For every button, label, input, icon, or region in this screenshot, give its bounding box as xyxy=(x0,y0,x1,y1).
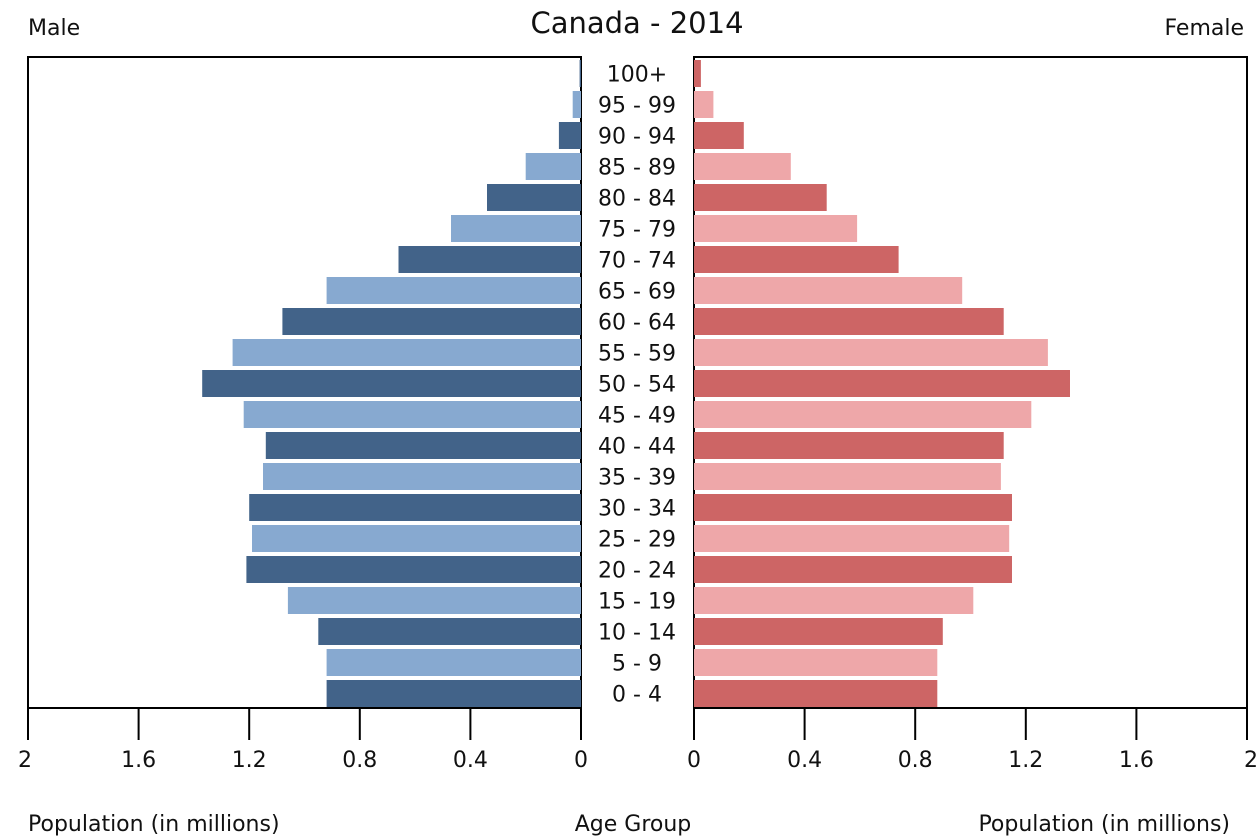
x-axis-title-male: Population (in millions) xyxy=(28,812,280,837)
x-tick-label-8: 0.8 xyxy=(898,748,933,773)
male-bar-0 xyxy=(579,60,581,87)
male-bar-9 xyxy=(232,339,581,366)
female-bar-9 xyxy=(694,339,1048,366)
male-bar-2 xyxy=(558,122,581,149)
male-bar-5 xyxy=(451,215,581,242)
age-group-label-7: 65 - 69 xyxy=(598,280,676,305)
female-bar-17 xyxy=(694,587,974,614)
female-bar-14 xyxy=(694,494,1012,521)
male-label: Male xyxy=(28,16,80,41)
male-bar-12 xyxy=(265,432,581,459)
age-group-label-1: 95 - 99 xyxy=(598,94,676,119)
female-bar-15 xyxy=(694,525,1010,552)
x-tick-label-4: 0.4 xyxy=(453,748,488,773)
x-tick-label-9: 1.2 xyxy=(1008,748,1043,773)
male-bar-20 xyxy=(326,680,581,707)
male-bar-8 xyxy=(282,308,581,335)
age-group-label-10: 50 - 54 xyxy=(598,373,676,398)
female-bar-18 xyxy=(694,618,943,645)
female-bar-3 xyxy=(694,153,791,180)
age-group-label-17: 15 - 19 xyxy=(598,590,676,615)
x-tick-label-0: 2 xyxy=(18,748,32,773)
male-bar-3 xyxy=(525,153,581,180)
female-bar-0 xyxy=(694,60,701,87)
age-group-label-5: 75 - 79 xyxy=(598,218,676,243)
age-group-label-19: 5 - 9 xyxy=(612,652,662,677)
female-bar-4 xyxy=(694,184,827,211)
female-label: Female xyxy=(1164,16,1244,41)
female-bar-12 xyxy=(694,432,1004,459)
female-bar-13 xyxy=(694,463,1001,490)
female-bar-8 xyxy=(694,308,1004,335)
x-axis-title-female: Population (in millions) xyxy=(978,812,1230,837)
age-group-label-8: 60 - 64 xyxy=(598,311,676,336)
x-tick-label-6: 0 xyxy=(687,748,701,773)
female-bar-16 xyxy=(694,556,1012,583)
x-axis-title-age-group: Age Group xyxy=(575,812,692,837)
male-bar-14 xyxy=(249,494,581,521)
x-tick-label-3: 0.8 xyxy=(342,748,377,773)
male-bar-10 xyxy=(202,370,581,397)
male-bar-11 xyxy=(243,401,581,428)
x-tick-label-7: 0.4 xyxy=(787,748,822,773)
age-group-label-12: 40 - 44 xyxy=(598,435,676,460)
female-bar-20 xyxy=(694,680,938,707)
male-bar-7 xyxy=(326,277,581,304)
male-bar-17 xyxy=(287,587,581,614)
female-bar-10 xyxy=(694,370,1070,397)
age-group-label-4: 80 - 84 xyxy=(598,187,676,212)
male-bar-13 xyxy=(263,463,581,490)
x-tick-label-1: 1.6 xyxy=(121,748,156,773)
male-bar-19 xyxy=(326,649,581,676)
male-bar-4 xyxy=(487,184,581,211)
age-group-label-14: 30 - 34 xyxy=(598,497,676,522)
age-group-label-6: 70 - 74 xyxy=(598,249,676,274)
age-group-label-2: 90 - 94 xyxy=(598,125,676,150)
x-tick-label-2: 1.2 xyxy=(232,748,267,773)
chart-title: Canada - 2014 xyxy=(530,6,743,40)
male-bar-6 xyxy=(398,246,581,273)
male-bar-18 xyxy=(318,618,581,645)
x-tick-label-11: 2 xyxy=(1244,748,1258,773)
male-bar-15 xyxy=(252,525,581,552)
female-bar-19 xyxy=(694,649,938,676)
female-bar-7 xyxy=(694,277,963,304)
age-group-label-11: 45 - 49 xyxy=(598,404,676,429)
age-group-label-13: 35 - 39 xyxy=(598,466,676,491)
male-bar-16 xyxy=(246,556,581,583)
female-bar-6 xyxy=(694,246,899,273)
female-bar-2 xyxy=(694,122,744,149)
male-bar-1 xyxy=(572,91,581,118)
female-bar-1 xyxy=(694,91,714,118)
x-tick-label-5: 0 xyxy=(574,748,588,773)
age-group-label-9: 55 - 59 xyxy=(598,342,676,367)
age-group-label-20: 0 - 4 xyxy=(612,683,662,708)
x-tick-label-10: 1.6 xyxy=(1119,748,1154,773)
female-bar-11 xyxy=(694,401,1032,428)
age-group-label-18: 10 - 14 xyxy=(598,621,676,646)
age-group-label-0: 100+ xyxy=(607,63,667,88)
age-group-label-3: 85 - 89 xyxy=(598,156,676,181)
age-group-label-15: 25 - 29 xyxy=(598,528,676,553)
female-bar-5 xyxy=(694,215,858,242)
age-group-label-16: 20 - 24 xyxy=(598,559,676,584)
